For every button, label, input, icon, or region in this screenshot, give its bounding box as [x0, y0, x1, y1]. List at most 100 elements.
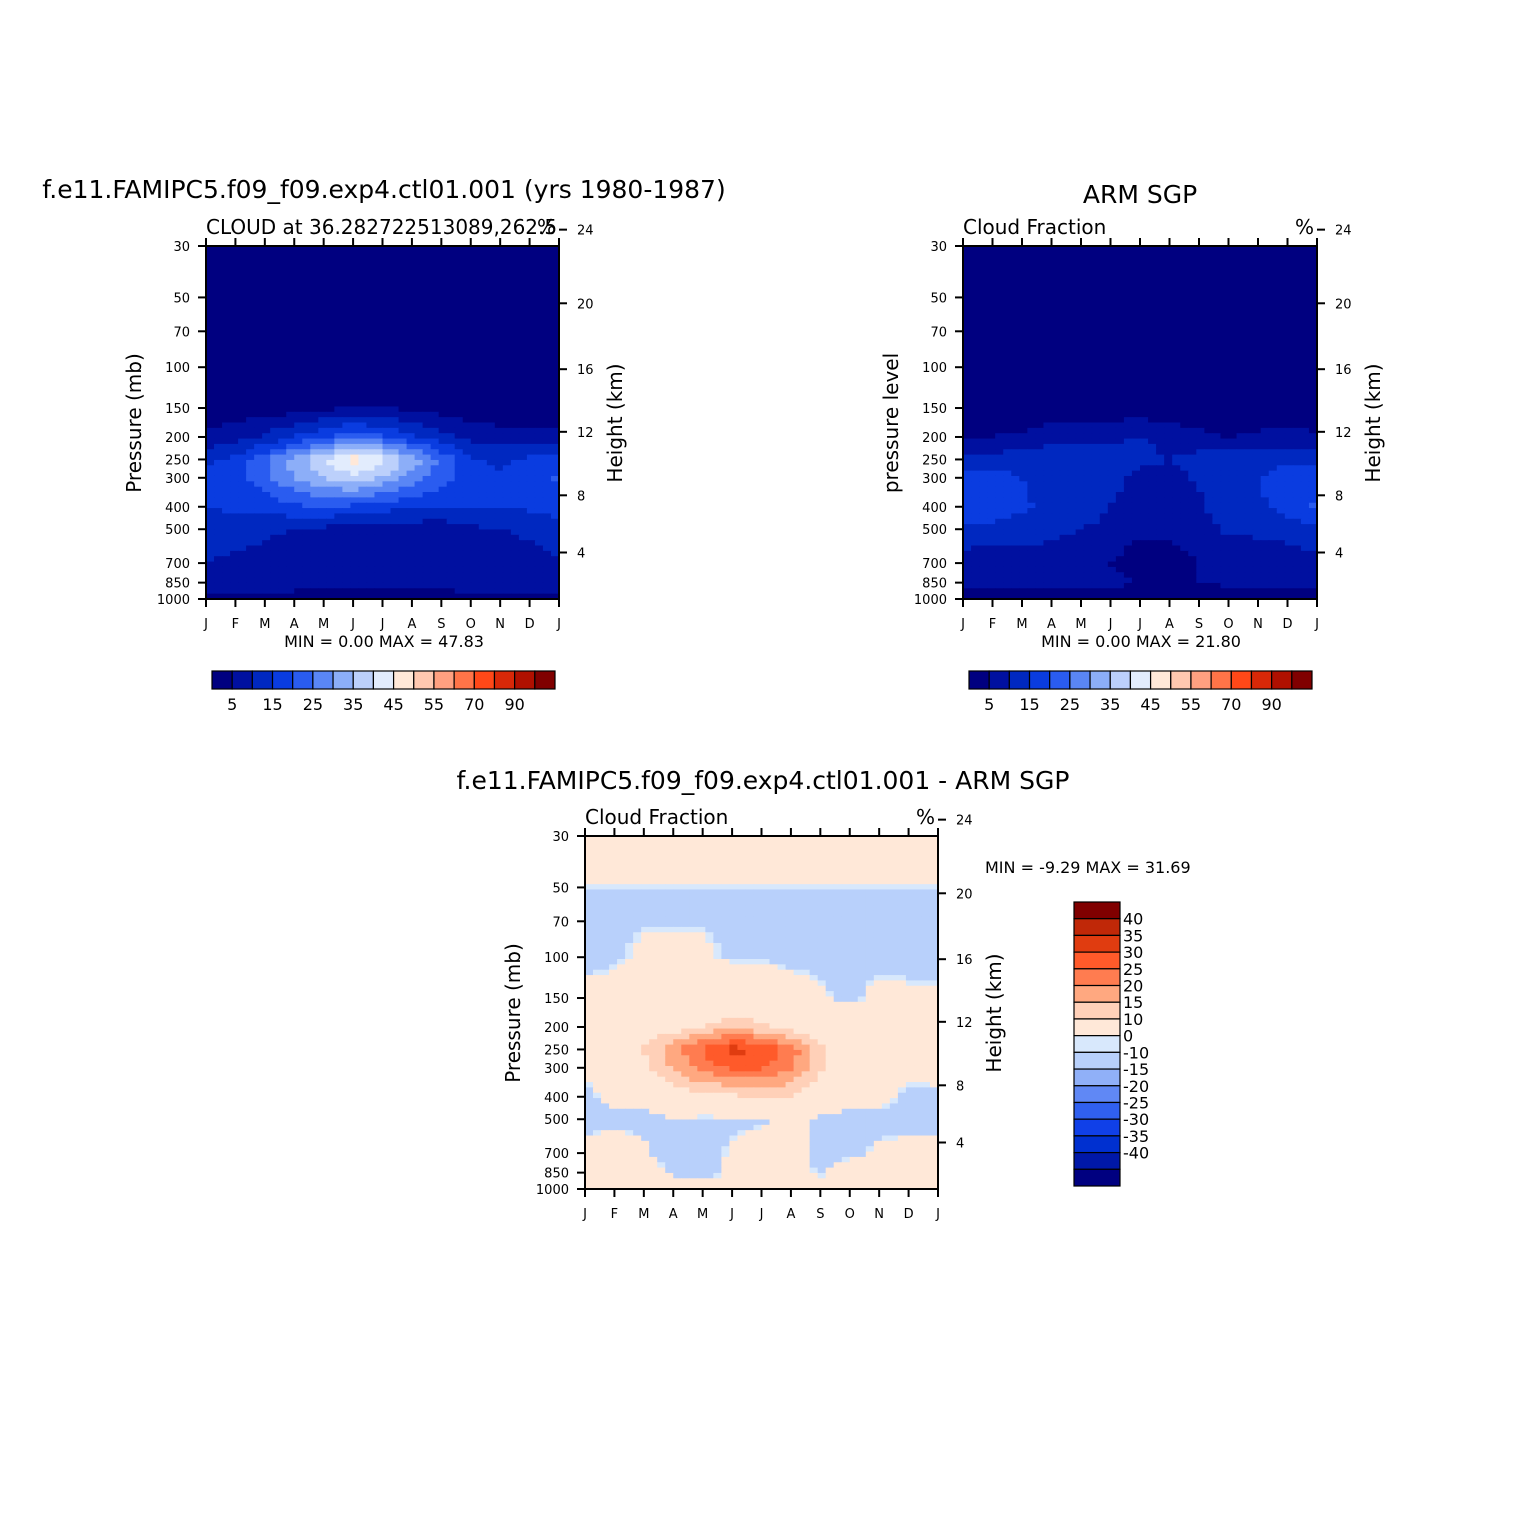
field-cell [1043, 352, 1053, 359]
field-cell [1035, 256, 1045, 263]
field-cell [494, 454, 504, 461]
field-cell [510, 267, 520, 274]
field-cell [430, 401, 440, 408]
field-cell [1300, 251, 1310, 258]
field-cell [494, 550, 504, 557]
field-cell [238, 256, 247, 263]
field-cell [1003, 336, 1012, 343]
field-cell [406, 320, 416, 327]
field-cell [1292, 449, 1302, 456]
field-cell [1196, 369, 1205, 375]
field-cell [1011, 304, 1020, 311]
field-cell [1019, 395, 1028, 402]
field-cell [486, 358, 496, 365]
field-cell [326, 390, 335, 397]
field-cell [294, 406, 303, 413]
field-cell [390, 251, 400, 258]
field-cell [238, 513, 247, 520]
field-cell [1220, 352, 1230, 359]
field-cell [1212, 331, 1222, 338]
field-cell [478, 395, 488, 402]
field-cell [1083, 336, 1093, 343]
field-cell [422, 497, 432, 504]
field-cell [246, 427, 255, 434]
field-cell [462, 513, 472, 520]
field-cell [342, 267, 352, 274]
field-cell [390, 566, 400, 573]
field-cell [478, 278, 488, 285]
field-cell [1148, 267, 1157, 274]
field-cell [1059, 385, 1069, 392]
field-cell [1003, 262, 1012, 268]
field-cell [326, 545, 335, 552]
field-cell [1212, 299, 1222, 306]
field-cell [358, 545, 368, 552]
field-cell [366, 534, 376, 541]
field-cell [510, 438, 520, 445]
field-cell [286, 299, 295, 306]
field-cell [502, 395, 512, 402]
field-cell [430, 315, 440, 322]
field-cell [1204, 385, 1214, 392]
field-cell [454, 251, 464, 258]
field-cell [286, 374, 295, 381]
field-cell [278, 342, 287, 349]
field-cell [526, 497, 536, 504]
field-cell [1236, 347, 1246, 354]
field-cell [1236, 262, 1246, 268]
field-cell [278, 582, 287, 589]
field-cell [1140, 267, 1149, 274]
field-cell [510, 427, 520, 434]
field-cell [550, 417, 559, 424]
field-cell [486, 545, 496, 552]
field-cell [1107, 427, 1117, 434]
field-cell [334, 379, 343, 386]
y-tick-label: 300 [165, 472, 190, 487]
field-cell [438, 294, 448, 301]
field-cell [979, 251, 988, 258]
field-cell [246, 304, 255, 311]
field-cell [510, 246, 520, 252]
field-cell [366, 449, 376, 456]
field-cell [454, 331, 464, 338]
field-cell [334, 433, 343, 440]
field-cell [1268, 433, 1278, 440]
field-cell [478, 374, 488, 381]
field-cell [366, 588, 376, 595]
field-cell [206, 283, 215, 290]
field-cell [462, 288, 472, 295]
field-cell [526, 246, 536, 252]
field-cell [1204, 358, 1214, 365]
field-cell [390, 556, 400, 563]
field-cell [1107, 331, 1117, 338]
field-cell [1067, 363, 1077, 370]
field-cell [246, 508, 255, 515]
field-cell [1131, 246, 1141, 252]
field-cell [1115, 267, 1125, 274]
field-cell [374, 438, 384, 445]
field-cell [502, 336, 512, 343]
field-cell [494, 331, 504, 338]
field-cell [1228, 422, 1238, 429]
field-cell [502, 449, 512, 456]
field-cell [430, 310, 440, 317]
field-cell [1115, 288, 1125, 295]
field-cell [414, 294, 424, 301]
field-cell [534, 326, 544, 333]
field-cell [294, 352, 303, 359]
field-cell [238, 518, 247, 525]
field-cell [350, 336, 360, 343]
field-cell [1011, 369, 1020, 375]
field-cell [1204, 246, 1214, 252]
field-cell [270, 369, 279, 375]
field-cell [382, 363, 392, 370]
field-cell [1035, 422, 1045, 429]
field-cell [1107, 422, 1117, 429]
field-cell [518, 561, 528, 568]
field-cell [206, 550, 215, 557]
field-cell [1059, 443, 1069, 450]
field-cell [979, 304, 988, 311]
field-cell [278, 481, 287, 488]
field-cell [534, 310, 544, 317]
field-cell [310, 246, 319, 252]
